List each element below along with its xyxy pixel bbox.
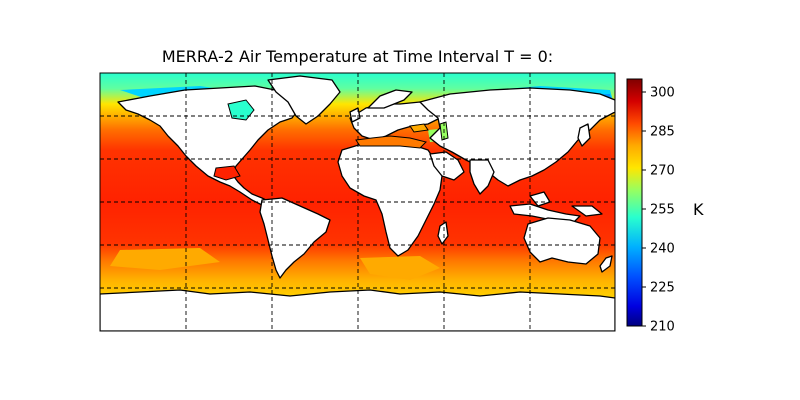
antarctica [100,289,615,331]
madagascar [437,221,449,245]
gulf-of-mexico [213,165,241,181]
colorbar-tick-label: 240 [650,242,675,257]
colorbar-tick-label: 285 [650,125,675,140]
new-zealand [599,255,613,273]
colorbar-tick-label: 255 [650,203,675,218]
colorbar-gradient [626,78,643,327]
asia [419,87,615,187]
southern-warm-patch-atlantic [360,256,440,280]
colorbar: 210 225 240 255 270 285 300 [626,78,675,335]
map-title: MERRA-2 Air Temperature at Time Interval… [161,47,554,66]
hudson-bay [227,99,255,121]
new-guinea [571,205,603,217]
colorbar-ticks: 210 225 240 255 270 285 300 [642,86,675,335]
gridlines [100,73,615,331]
japan [577,123,591,147]
map-frame [99,72,616,332]
black-sea [409,123,429,133]
india [469,159,495,195]
colorbar-tick-label: 210 [650,320,675,335]
mediterranean-sea [355,135,427,149]
southern-warm-patch-pacific [110,248,220,270]
south-america [259,197,331,279]
british-isles [349,107,361,123]
colorbar-tick-label: 300 [650,86,675,101]
indonesia [509,203,581,223]
scandinavia [367,89,413,109]
colorbar-tick-label: 225 [650,281,675,296]
world-map [100,73,615,331]
colorbar-tick-label: 270 [650,164,675,179]
colorbar-unit-label: K [693,200,704,219]
